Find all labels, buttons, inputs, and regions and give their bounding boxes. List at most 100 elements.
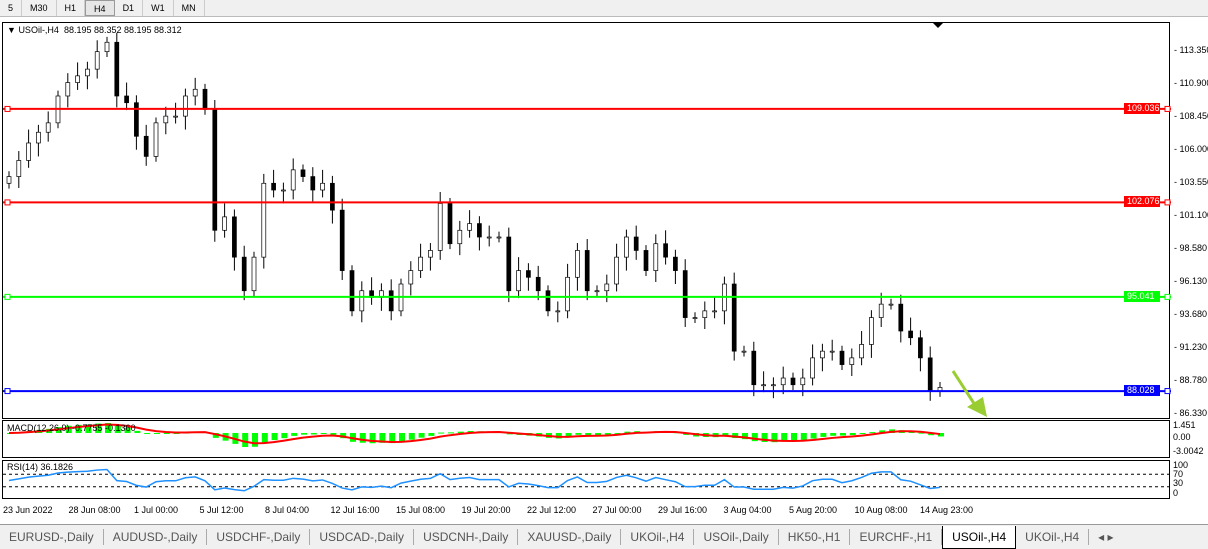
candle [437,203,443,251]
candle [349,270,355,312]
candle [878,303,884,318]
chart-tab[interactable]: HK50-,H1 [779,529,851,545]
candle [927,357,933,392]
timeframe-H1[interactable]: H1 [57,0,86,16]
chart-tab[interactable]: USOil-,Daily [694,529,779,545]
timeframe-M30[interactable]: M30 [22,0,57,16]
macd-bar [85,424,92,433]
symbol-label: USOil-,H4 [18,25,59,35]
rsi-pane[interactable]: RSI(14) 36.1826 [2,460,1171,499]
candle [467,223,472,231]
macd-bar [359,433,366,443]
candle [545,290,551,312]
candle [624,236,629,258]
macd-bar [428,433,435,436]
time-tick: 19 Jul 20:00 [461,505,511,515]
price-tick: - 91.230 [1174,342,1208,353]
candle [447,203,453,245]
candle [477,223,482,238]
collapse-icon[interactable]: ▼ [7,25,16,35]
macd-tick: 0.00 [1173,432,1191,442]
arrow-head-icon [967,397,987,417]
chart-tabs: EURUSD-,Daily AUDUSD-,Daily USDCHF-,Daily U… [0,524,1208,549]
candle [134,102,139,137]
candle [898,303,904,332]
candle [663,243,668,258]
macd-bar [742,433,748,440]
macd-bar [291,433,298,436]
candle [163,115,169,124]
candle [300,169,306,177]
macd-bar [301,433,307,435]
timeframe-H4[interactable]: H4 [85,0,115,16]
macd-bar [271,433,278,441]
time-tick: 12 Jul 16:00 [330,505,380,515]
macd-bar [134,430,141,433]
candle [820,350,825,359]
timeframe-D1[interactable]: D1 [115,0,144,16]
candle [339,209,345,271]
timeframe-W1[interactable]: W1 [143,0,174,16]
candle [320,182,325,191]
chart-tab[interactable]: UKOil-,H4 [1016,529,1090,545]
time-tick: 29 Jul 16:00 [658,505,708,515]
macd-bar [849,433,856,436]
chart-tab[interactable]: USDCHF-,Daily [207,529,311,545]
candle [261,182,267,258]
price-line-tag: 109.036 [1124,102,1160,114]
macd-bar [938,433,944,437]
candle [604,283,610,292]
candle [418,256,423,271]
candle [75,75,80,83]
time-axis[interactable]: 23 Jun 2022 28 Jun 08:00 1 Jul 00:00 5 Jul … [0,502,1170,520]
timeframe-5[interactable]: 5 [0,0,23,16]
time-tick: 22 Jul 12:00 [527,505,577,515]
chart-tab[interactable]: USOil-,H4 [942,525,1017,549]
time-tick: 15 Jul 08:00 [396,505,446,515]
chart-tab[interactable]: XAUUSD-,Daily [518,529,622,545]
ohlc-values: 88.195 88.352 88.195 88.312 [63,25,182,35]
macd-pane[interactable]: MACD(12,26,9) -0.7755 -0.1360 [2,420,1170,458]
macd-bar [624,431,631,433]
macd-bar [751,433,758,442]
chart-tab[interactable]: USDCNH-,Daily [414,529,519,545]
time-tick: 14 Aug 23:00 [920,505,974,515]
chart-tab[interactable]: USDCAD-,Daily [310,529,415,545]
candle [290,169,296,191]
chart-tab[interactable]: AUDUSD-,Daily [104,529,208,545]
price-line-tag: 95.041 [1124,290,1160,302]
candle [731,283,737,352]
macd-bar [820,433,827,437]
candle [173,115,178,118]
macd-bar [595,433,601,436]
price-axis[interactable]: - 113.350 - 110.900 - 108.450 - 106.000 - 10… [1170,22,1208,502]
time-tick: 1 Jul 00:00 [134,505,179,515]
candle [888,303,894,306]
price-tick: - 106.000 [1174,143,1208,154]
macd-bar [330,433,337,435]
price-chart[interactable]: ▼ USOil-,H4 88.195 88.352 88.195 88.312 [2,22,1171,419]
chart-tab[interactable]: UKOil-,H4 [621,529,695,545]
macd-bar [310,433,317,435]
macd-bar [75,424,82,433]
candle [751,350,757,386]
line-handle [4,293,11,300]
tab-scroll-arrows-icon[interactable]: ◂ ▸ [1098,530,1114,544]
macd-bar [732,433,739,439]
arrow-icon [951,370,977,406]
macd-bar [840,433,846,436]
price-tick: - 93.680 [1174,309,1208,320]
candle [428,250,433,258]
line-handle [1164,199,1171,206]
candle [212,109,218,231]
price-line-tag: 102.076 [1124,196,1160,208]
chart-tab[interactable]: EURCHF-,H1 [850,529,943,545]
line-handle [1164,105,1171,112]
chart-tab[interactable]: EURUSD-,Daily [0,529,104,545]
timeframe-MN[interactable]: MN [174,0,205,16]
candle [388,290,394,312]
price-tick: - 98.580 [1174,243,1208,254]
candle [869,317,874,345]
macd-bar [408,433,415,440]
macd-bar [144,433,151,434]
